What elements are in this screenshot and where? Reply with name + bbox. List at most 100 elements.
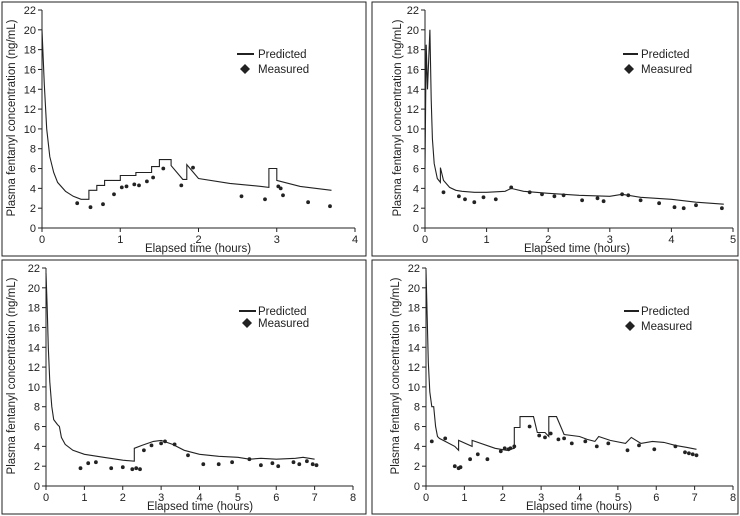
- measured-point: [683, 450, 687, 455]
- x-tick-label: 5: [235, 492, 241, 504]
- chart-panel-top-left: Plasma fentanyl concentration (ng/mL) El…: [1, 1, 367, 257]
- measured-point: [475, 452, 480, 457]
- measured-point: [132, 182, 137, 187]
- measured-point: [527, 190, 532, 195]
- measured-point: [75, 201, 80, 206]
- measured-point: [441, 190, 446, 195]
- measured-point: [601, 199, 606, 204]
- measured-point: [109, 466, 114, 471]
- measured-point: [458, 465, 463, 470]
- x-tick-label: 3: [538, 492, 544, 504]
- y-tick-label: 6: [34, 422, 40, 434]
- y-tick-label: 4: [413, 183, 419, 195]
- legend: Predicted Measured: [239, 306, 309, 330]
- measured-point: [159, 441, 164, 446]
- x-tick-label: 3: [607, 234, 613, 246]
- x-tick-label: 8: [730, 492, 736, 504]
- measured-point: [457, 194, 461, 199]
- y-tick-label: 10: [408, 382, 420, 394]
- y-tick-label: 6: [414, 422, 420, 434]
- y-tick-label: 10: [24, 124, 36, 136]
- measured-point: [509, 185, 514, 190]
- measured-point: [452, 464, 457, 469]
- y-tick-label: 16: [28, 322, 40, 334]
- measured-point: [594, 444, 599, 449]
- x-tick-label: 2: [500, 492, 506, 504]
- measured-point: [652, 447, 657, 452]
- x-tick-label: 0: [39, 234, 45, 246]
- measured-point: [191, 165, 195, 170]
- measured-point: [690, 452, 695, 457]
- y-axis-title: Plasma fentanyl concentration (ng/mL): [6, 277, 18, 474]
- measured-point: [463, 197, 467, 202]
- measured-point: [620, 192, 624, 197]
- chart-panel-bottom-left: Plasma fentanyl concentration (ng/mL) El…: [1, 259, 367, 515]
- y-tick-label: 22: [24, 5, 36, 17]
- measured-point: [124, 184, 129, 189]
- measured-point: [512, 444, 517, 449]
- y-tick-label: 4: [30, 183, 36, 195]
- panel-frame: [1, 1, 367, 257]
- measured-point: [481, 195, 486, 200]
- y-tick-label: 18: [407, 45, 419, 57]
- x-tick-label: 2: [545, 234, 551, 246]
- y-tick-label: 14: [407, 84, 419, 96]
- legend-diamond-icon: [625, 321, 635, 331]
- measured-point: [638, 198, 643, 203]
- y-tick-label: 18: [28, 303, 40, 315]
- measured-point: [468, 457, 472, 462]
- y-tick-label: 12: [28, 362, 40, 374]
- y-tick-label: 8: [413, 144, 419, 156]
- x-axis-title: Elapsed time (hours): [147, 501, 253, 513]
- measured-point: [149, 443, 154, 448]
- y-axis-title: Plasma fentanyl concentration (ng/mL): [6, 19, 18, 216]
- measured-point: [305, 459, 309, 464]
- measured-point: [142, 448, 146, 453]
- measured-point: [112, 192, 116, 197]
- panel-frame: [371, 259, 739, 515]
- y-axis-title: Plasma fentanyl concentration (ng/mL): [392, 19, 404, 216]
- legend: Predicted Measured: [624, 306, 692, 333]
- x-tick-label: 8: [350, 492, 356, 504]
- y-tick-label: 20: [408, 283, 420, 295]
- measured-point: [556, 437, 561, 442]
- measured-point: [606, 441, 611, 446]
- measured-point: [186, 453, 190, 458]
- measured-point: [580, 198, 584, 203]
- panel-frame: [371, 1, 739, 257]
- measured-point: [583, 439, 588, 444]
- x-tick-label: 3: [158, 492, 164, 504]
- measured-point: [201, 462, 206, 467]
- measured-point: [259, 463, 263, 468]
- measured-point: [137, 183, 141, 188]
- measured-point: [239, 194, 244, 199]
- measured-point: [86, 461, 91, 466]
- x-tick-label: 4: [668, 234, 674, 246]
- measured-point: [625, 448, 630, 453]
- y-tick-label: 18: [24, 45, 36, 57]
- y-tick-label: 22: [28, 263, 40, 275]
- measured-point: [138, 467, 142, 472]
- measured-point: [78, 466, 83, 471]
- legend-label-measured: Measured: [258, 64, 309, 76]
- measured-point: [94, 460, 98, 465]
- legend-diamond-icon: [242, 318, 252, 328]
- measured-point: [119, 185, 124, 190]
- legend-diamond-icon: [240, 64, 250, 74]
- legend-label-predicted: Predicted: [258, 49, 307, 61]
- measured-point: [498, 449, 503, 454]
- x-tick-label: 1: [117, 234, 123, 246]
- measured-point: [101, 202, 105, 207]
- y-tick-label: 4: [414, 441, 420, 453]
- measured-point: [120, 465, 125, 470]
- y-tick-label: 14: [24, 84, 36, 96]
- x-tick-label: 1: [461, 492, 467, 504]
- measured-point: [527, 424, 532, 429]
- measured-point: [278, 186, 283, 191]
- y-tick-label: 2: [413, 203, 419, 215]
- measured-point: [687, 451, 691, 456]
- x-axis-title: Elapsed time (hours): [524, 243, 630, 255]
- legend: Predicted Measured: [623, 49, 692, 76]
- measured-point: [151, 175, 156, 180]
- y-tick-label: 2: [34, 461, 40, 473]
